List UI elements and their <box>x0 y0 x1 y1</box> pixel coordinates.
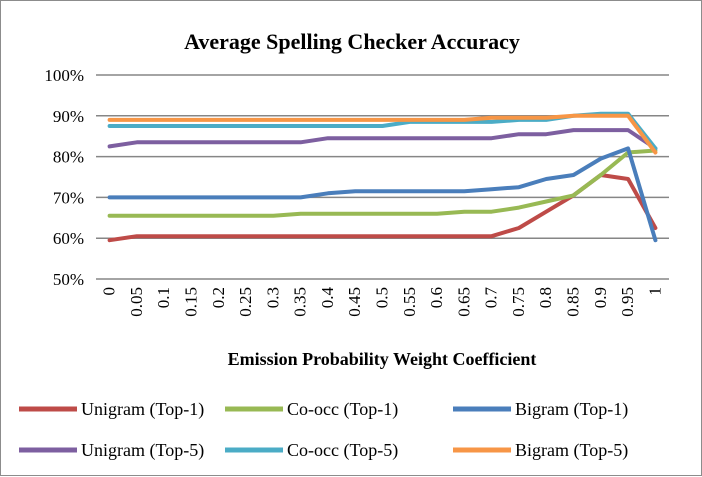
series-line <box>107 113 658 155</box>
x-tick-label: 0.05 <box>127 287 146 317</box>
y-axis-tick-labels: 50% 60% 70% 80% 90% 100% <box>44 66 84 289</box>
x-tick-label: 0.3 <box>263 287 282 308</box>
x-tick-label: 0.25 <box>236 287 255 317</box>
x-tick-label: 0.5 <box>373 287 392 308</box>
x-tick-label: 0.65 <box>454 287 473 317</box>
x-tick-label: 0 <box>100 287 119 296</box>
y-tick-label: 50% <box>53 270 84 289</box>
chart-title: Average Spelling Checker Accuracy <box>184 29 520 54</box>
x-axis-label: Emission Probability Weight Coefficient <box>228 349 537 369</box>
gridlines <box>96 74 669 280</box>
x-tick-label: 0.35 <box>291 287 310 317</box>
x-tick-label: 0.95 <box>618 287 637 317</box>
series-line <box>107 148 658 218</box>
legend-label: Bigram (Top-5) <box>515 440 628 461</box>
x-tick-label: 0.55 <box>400 287 419 317</box>
x-tick-label: 0.4 <box>318 287 337 309</box>
x-tick-label: 0.75 <box>509 287 528 317</box>
series-lines <box>107 111 658 243</box>
y-tick-label: 70% <box>53 188 84 207</box>
x-tick-label: 0.8 <box>536 287 555 308</box>
y-tick-label: 60% <box>53 229 84 248</box>
x-tick-label: 0.2 <box>209 287 228 308</box>
x-tick-label: 0.9 <box>591 287 610 308</box>
legend-label: Unigram (Top-1) <box>81 399 204 420</box>
series-line <box>107 128 658 151</box>
x-tick-label: 0.6 <box>427 287 446 308</box>
x-tick-label: 0.15 <box>182 287 201 317</box>
series-line <box>107 173 658 243</box>
legend-label: Bigram (Top-1) <box>515 399 628 420</box>
series-line <box>107 146 658 243</box>
x-tick-label: 1 <box>645 287 664 296</box>
x-tick-label: 0.7 <box>482 286 501 308</box>
legend-label: Co-occ (Top-1) <box>287 399 398 420</box>
y-tick-label: 80% <box>53 148 84 167</box>
x-axis-tick-labels: 0 0.05 0.1 0.15 0.2 0.25 0.3 0.35 0.4 0.45 0.5 0.55… <box>100 286 665 316</box>
x-tick-label: 0.85 <box>564 287 583 317</box>
x-tick-label: 0.45 <box>345 287 364 317</box>
y-tick-label: 100% <box>44 66 84 85</box>
x-tick-label: 0.1 <box>154 287 173 308</box>
legend-label: Co-occ (Top-5) <box>287 440 398 461</box>
legend: Unigram (Top-1) Co-occ (Top-1) Bigram (Top… <box>19 399 628 461</box>
y-tick-label: 90% <box>53 107 84 126</box>
legend-label: Unigram (Top-5) <box>81 440 204 461</box>
